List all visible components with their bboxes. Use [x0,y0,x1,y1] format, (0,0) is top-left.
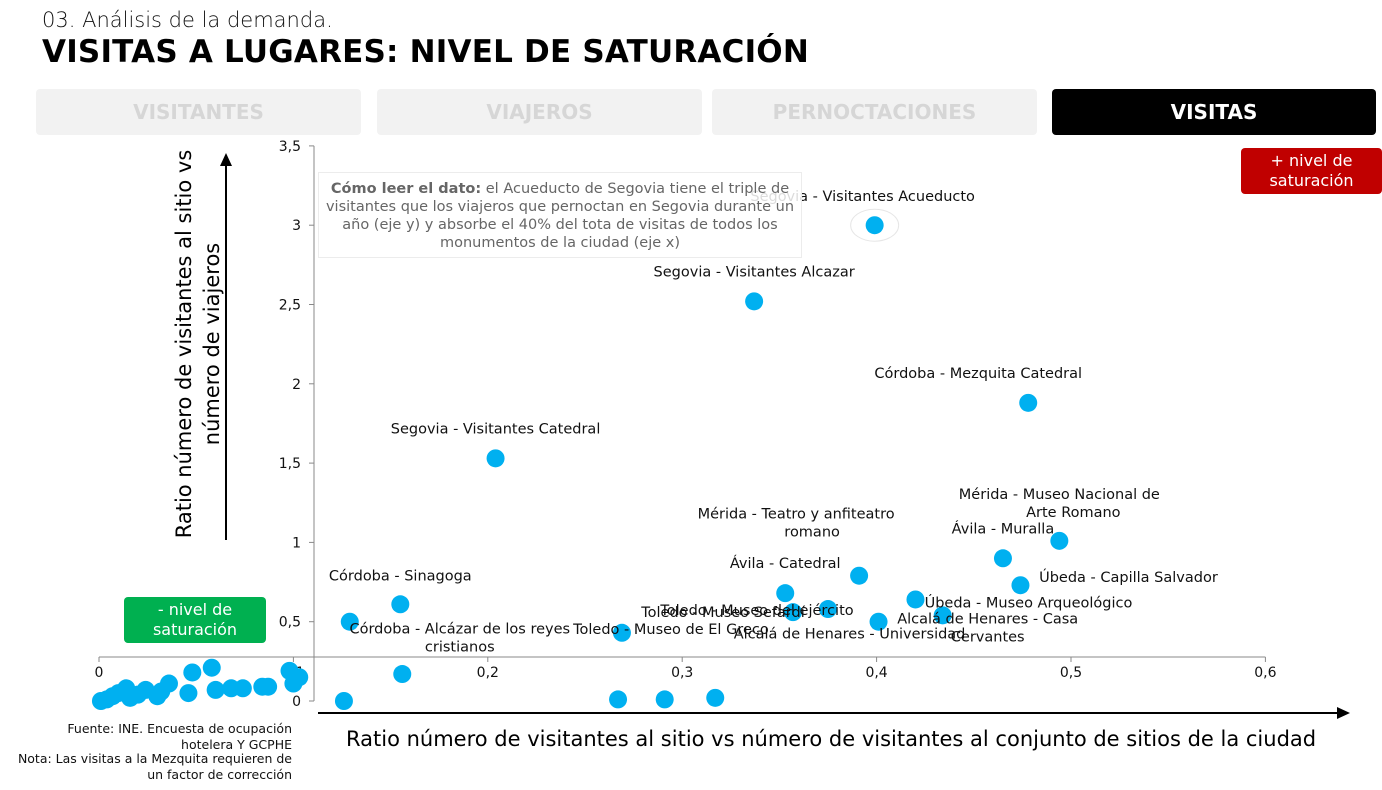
point-label: Úbeda - Capilla Salvador [1039,568,1218,586]
y-tick-label: 1,5 [279,456,301,472]
data-point [222,679,241,698]
note-text: el Acueducto de Segovia tiene el triple … [325,181,795,251]
data-point [179,684,198,703]
tab-viajeros[interactable]: VIAJEROS [377,89,702,135]
tab-visitas[interactable]: VISITAS [1052,89,1376,135]
high-saturation-badge: + nivel de saturación [1241,148,1382,194]
data-point [183,663,202,682]
data-point [745,292,764,311]
y-tick-label: 3 [292,218,301,234]
highlight-ring [850,208,900,242]
data-point [706,688,725,707]
data-point [280,661,299,680]
data-point [1011,576,1030,595]
y-tick-label: 0,5 [279,615,301,631]
data-point [340,612,359,631]
x-tick-label: 0,4 [865,665,887,681]
data-point [253,677,272,696]
y-tick-label: 2 [292,377,301,393]
y-tick-label: 3,5 [279,139,301,155]
y-tick-label: 2,5 [279,298,301,314]
x-tick-label: 0 [95,665,104,681]
low-saturation-badge: - nivel de saturación [124,597,266,643]
point-label: Toledo - Museo del ejército [659,603,853,619]
x-direction-arrow-head [1337,707,1350,719]
data-point [393,665,412,684]
point-label: Toledo - Museo Sefardí [640,605,805,621]
source-line: Fuente: INE. Encuesta de ocupación hotel… [67,721,292,752]
data-point [850,566,869,585]
data-point [993,549,1012,568]
tab-pernoctaciones[interactable]: PERNOCTACIONES [712,89,1037,135]
data-point [784,603,803,622]
data-point [655,690,674,709]
tab-visitantes[interactable]: VISITANTES [36,89,361,135]
data-point [906,590,925,609]
note-bold-label: Cómo leer el dato: [330,181,482,197]
y-tick-label: 0 [292,694,301,710]
data-point [334,692,353,710]
point-label: Ávila - Muralla [952,520,1055,537]
y-direction-arrow-head [220,153,232,166]
point-label: Mérida - Teatro y anfiteatro romano [698,507,895,541]
data-point [202,658,221,677]
data-point [91,692,110,710]
x-tick-label: 0,6 [1254,665,1276,681]
point-label: Alcalá de Henares - Casa Cervantes [897,611,1078,645]
how-to-read-note: Cómo leer el dato: el Acueducto de Segov… [318,172,802,258]
data-point [486,449,505,468]
data-point [1050,531,1069,550]
point-label: Úbeda - Museo Arqueológico [925,593,1133,611]
y-tick-label: 1 [292,535,301,551]
data-point [819,600,837,619]
point-label: Córdoba - Mezquita Catedral [874,366,1082,382]
data-point [609,690,628,709]
data-point [206,680,225,699]
data-point [933,606,952,625]
point-label: Córdoba - Sinagoga [329,568,472,584]
data-point [776,584,795,603]
x-axis-title: Ratio número de visitantes al sitio vs n… [346,727,1317,751]
note-line: Nota: Las visitas a la Mezquita requiere… [17,751,292,782]
point-label: Segovia - Visitantes Acueducto [750,189,975,205]
x-tick-label: 0,3 [671,665,693,681]
point-label: Segovia - Visitantes Alcazar [654,264,855,280]
point-label: Mérida - Museo Nacional de Arte Romano [959,487,1160,521]
point-label: Toledo - Museo de El Greco [572,622,769,638]
x-tick-label: 0,5 [1060,665,1082,681]
data-point [869,612,888,631]
point-label: Alcalá de Henares - Universidad [734,627,966,643]
section-subtitle: 03. Análisis de la demanda. [42,8,333,32]
data-point [1019,393,1038,412]
data-point [391,595,410,614]
point-label: Segovia - Visitantes Catedral [391,421,601,437]
point-label: Córdoba - Alcázar de los reyes cristianos [349,622,570,656]
page-title: VISITAS A LUGARES: NIVEL DE SATURACIÓN [42,34,810,70]
data-point [865,216,884,235]
data-point [612,623,631,642]
point-label: Ávila - Catedral [730,555,841,572]
x-tick-label: 0,2 [477,665,499,681]
